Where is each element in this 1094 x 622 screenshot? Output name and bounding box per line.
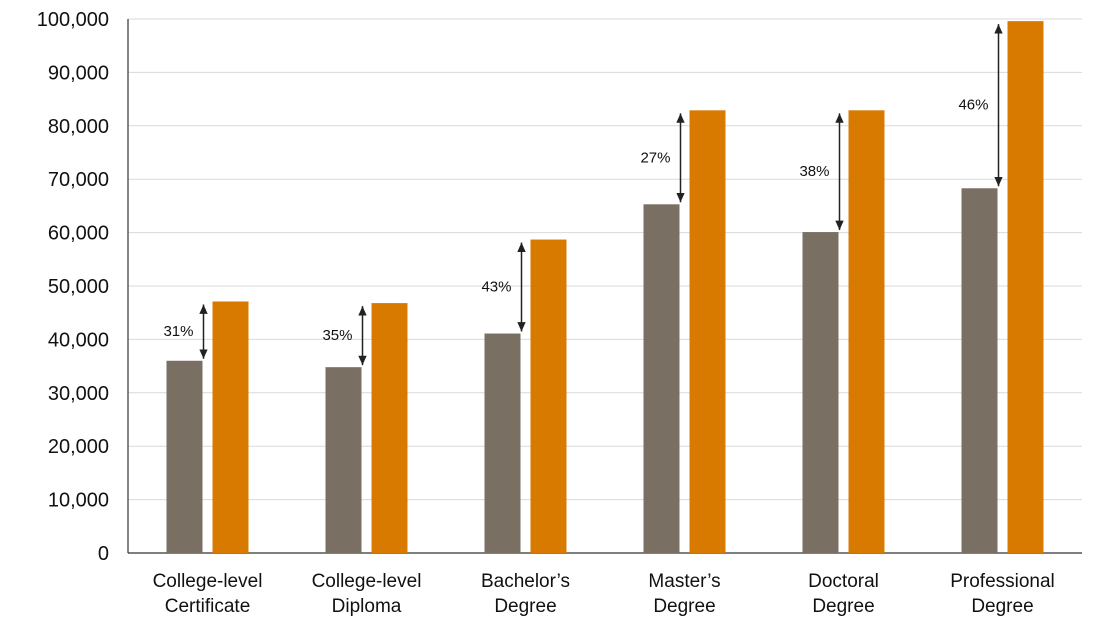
bar-series-2: [530, 239, 567, 554]
y-tick-label: 90,000: [48, 62, 109, 84]
x-category-label: Professional Degree: [950, 571, 1055, 617]
x-category-label-line: College-level: [312, 571, 422, 592]
x-category-label: Master’s Degree: [648, 571, 720, 617]
x-category-label-line: Degree: [971, 596, 1033, 617]
axes: [127, 19, 1082, 554]
pct-label: 35%: [322, 327, 352, 344]
y-tick-label: 100,000: [37, 9, 109, 31]
x-category-label-line: Bachelor’s: [481, 571, 570, 592]
y-tick-label: 20,000: [48, 436, 109, 458]
bar-series-2: [1007, 21, 1044, 554]
x-category-label-line: Certificate: [165, 596, 251, 617]
pct-label: 46%: [958, 97, 988, 114]
x-category-label-line: College-level: [153, 571, 263, 592]
x-category-label-line: Master’s: [648, 571, 720, 592]
x-category-label-line: Diploma: [332, 596, 402, 617]
grid-lines: [128, 18, 1082, 501]
x-category-label-line: Professional: [950, 571, 1055, 592]
annotations: 31% 35% 43% 27% 38% 46%: [163, 24, 1003, 366]
pct-label: 43%: [481, 279, 511, 296]
x-category-label-line: Doctoral: [808, 571, 879, 592]
bar-series-1: [961, 188, 998, 553]
bar-series-2: [371, 303, 408, 553]
axis-labels: 0 10,000 20,000 30,000 40,000 50,000 60,000 70,…: [37, 9, 1055, 617]
x-category-label: Bachelor’s Degree: [481, 571, 570, 617]
x-category-label-line: Degree: [653, 596, 715, 617]
y-tick-label: 0: [98, 543, 109, 565]
y-tick-label: 40,000: [48, 329, 109, 351]
x-category-label-line: Degree: [812, 596, 874, 617]
bar-series-1: [643, 204, 680, 553]
y-tick-label: 10,000: [48, 490, 109, 512]
bar-series-1: [325, 367, 362, 553]
y-tick-label: 50,000: [48, 276, 109, 298]
pct-label: 38%: [799, 163, 829, 180]
pct-label: 31%: [163, 323, 193, 340]
bar-series-1: [484, 333, 521, 553]
y-tick-label: 60,000: [48, 223, 109, 245]
x-category-label-line: Degree: [494, 596, 556, 617]
x-category-label: Doctoral Degree: [808, 571, 879, 617]
y-tick-label: 30,000: [48, 383, 109, 405]
x-category-label: College-level Diploma: [312, 571, 422, 617]
bar-series-2: [848, 110, 885, 554]
x-category-label: College-level Certificate: [153, 571, 263, 617]
bar-series-1: [166, 360, 203, 553]
bar-series-2: [689, 110, 726, 554]
pct-label: 27%: [640, 149, 670, 166]
y-tick-label: 70,000: [48, 169, 109, 191]
y-tick-label: 80,000: [48, 116, 109, 138]
bar-series-1: [802, 232, 839, 554]
bars: [166, 21, 1044, 554]
bar-series-2: [212, 301, 249, 553]
